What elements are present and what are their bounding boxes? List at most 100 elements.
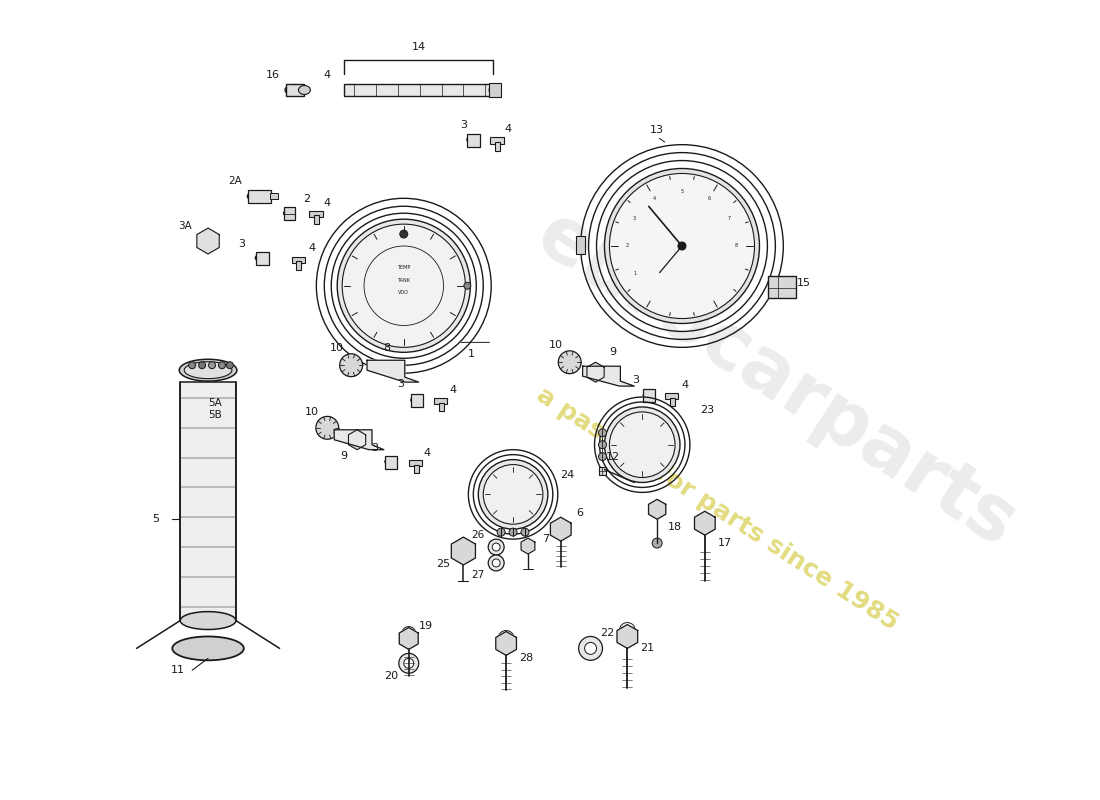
- Text: 4: 4: [681, 380, 689, 390]
- Circle shape: [202, 235, 215, 247]
- Circle shape: [678, 242, 686, 250]
- Text: TEMP: TEMP: [397, 266, 410, 270]
- Bar: [180, 382, 235, 621]
- Circle shape: [402, 626, 416, 641]
- Circle shape: [342, 224, 465, 347]
- Text: 6: 6: [707, 196, 711, 201]
- Circle shape: [492, 543, 500, 551]
- Text: 19: 19: [419, 621, 432, 630]
- Circle shape: [652, 538, 662, 548]
- Text: 27: 27: [472, 570, 485, 580]
- Bar: [286, 84, 305, 96]
- Text: 4: 4: [505, 124, 512, 134]
- Circle shape: [488, 555, 504, 571]
- Text: 1: 1: [468, 350, 475, 359]
- Text: 8: 8: [383, 343, 390, 354]
- Ellipse shape: [490, 84, 502, 96]
- Ellipse shape: [255, 254, 268, 262]
- Text: 4: 4: [323, 198, 331, 208]
- Circle shape: [483, 465, 543, 524]
- Circle shape: [399, 654, 419, 674]
- Text: 3: 3: [634, 216, 636, 221]
- Text: 23: 23: [700, 405, 714, 415]
- Polygon shape: [550, 518, 571, 541]
- Text: 4: 4: [323, 70, 331, 80]
- Circle shape: [189, 362, 196, 369]
- Polygon shape: [694, 511, 715, 535]
- Text: 4: 4: [653, 196, 657, 201]
- Text: 3: 3: [631, 375, 639, 385]
- Circle shape: [209, 362, 216, 369]
- Bar: [315, 215, 319, 224]
- Polygon shape: [521, 538, 535, 554]
- Circle shape: [186, 399, 194, 407]
- Circle shape: [338, 219, 471, 352]
- Text: 28: 28: [519, 654, 534, 663]
- Text: 4: 4: [424, 448, 430, 458]
- Text: 3: 3: [460, 120, 466, 130]
- Text: TANK: TANK: [397, 278, 410, 283]
- Circle shape: [488, 539, 504, 555]
- Polygon shape: [587, 362, 604, 382]
- Polygon shape: [617, 625, 638, 648]
- Circle shape: [598, 453, 606, 461]
- Text: 8: 8: [735, 243, 738, 249]
- Text: 6: 6: [576, 508, 583, 518]
- Polygon shape: [197, 228, 219, 254]
- Text: 16: 16: [265, 70, 279, 80]
- Polygon shape: [349, 430, 365, 450]
- Text: 10: 10: [305, 407, 318, 417]
- Bar: [292, 257, 306, 263]
- Polygon shape: [334, 430, 384, 450]
- Ellipse shape: [285, 85, 304, 95]
- Polygon shape: [649, 499, 666, 519]
- Circle shape: [492, 559, 500, 567]
- Bar: [769, 276, 796, 298]
- Bar: [670, 398, 675, 406]
- Text: 5B: 5B: [208, 410, 222, 420]
- Text: 26: 26: [472, 530, 485, 540]
- Circle shape: [399, 230, 408, 238]
- Text: 20: 20: [384, 671, 398, 682]
- Circle shape: [478, 460, 548, 529]
- Circle shape: [186, 411, 194, 419]
- Text: 3: 3: [239, 239, 245, 249]
- Text: 10: 10: [549, 340, 563, 350]
- Text: 4: 4: [309, 243, 316, 253]
- Bar: [495, 142, 500, 150]
- Text: 9: 9: [609, 347, 616, 358]
- Text: 13: 13: [650, 125, 664, 134]
- Circle shape: [497, 528, 505, 536]
- Circle shape: [340, 354, 363, 377]
- Text: 3: 3: [372, 442, 378, 453]
- Text: 21: 21: [640, 643, 654, 654]
- Text: 2: 2: [302, 194, 310, 204]
- Bar: [309, 211, 323, 217]
- Text: 17: 17: [717, 538, 732, 548]
- Text: 15: 15: [798, 278, 811, 288]
- Circle shape: [227, 362, 233, 369]
- Circle shape: [316, 416, 339, 439]
- Ellipse shape: [248, 192, 262, 201]
- Bar: [270, 194, 277, 199]
- Text: 12: 12: [605, 452, 619, 462]
- Text: a passion for parts since 1985: a passion for parts since 1985: [531, 383, 902, 635]
- Circle shape: [404, 658, 414, 668]
- Circle shape: [509, 528, 517, 536]
- Circle shape: [464, 282, 471, 290]
- Text: 7: 7: [728, 216, 730, 221]
- Ellipse shape: [644, 391, 656, 398]
- Text: 9: 9: [341, 450, 348, 461]
- Circle shape: [609, 412, 675, 478]
- Circle shape: [498, 630, 514, 646]
- Text: VDO: VDO: [398, 290, 409, 295]
- Bar: [666, 393, 678, 399]
- Polygon shape: [367, 360, 419, 382]
- Circle shape: [605, 407, 680, 482]
- Text: 5A: 5A: [208, 398, 222, 408]
- Polygon shape: [399, 627, 418, 650]
- Ellipse shape: [298, 86, 310, 94]
- Text: 3A: 3A: [178, 221, 192, 231]
- Text: 24: 24: [561, 470, 575, 479]
- Text: 22: 22: [601, 629, 615, 638]
